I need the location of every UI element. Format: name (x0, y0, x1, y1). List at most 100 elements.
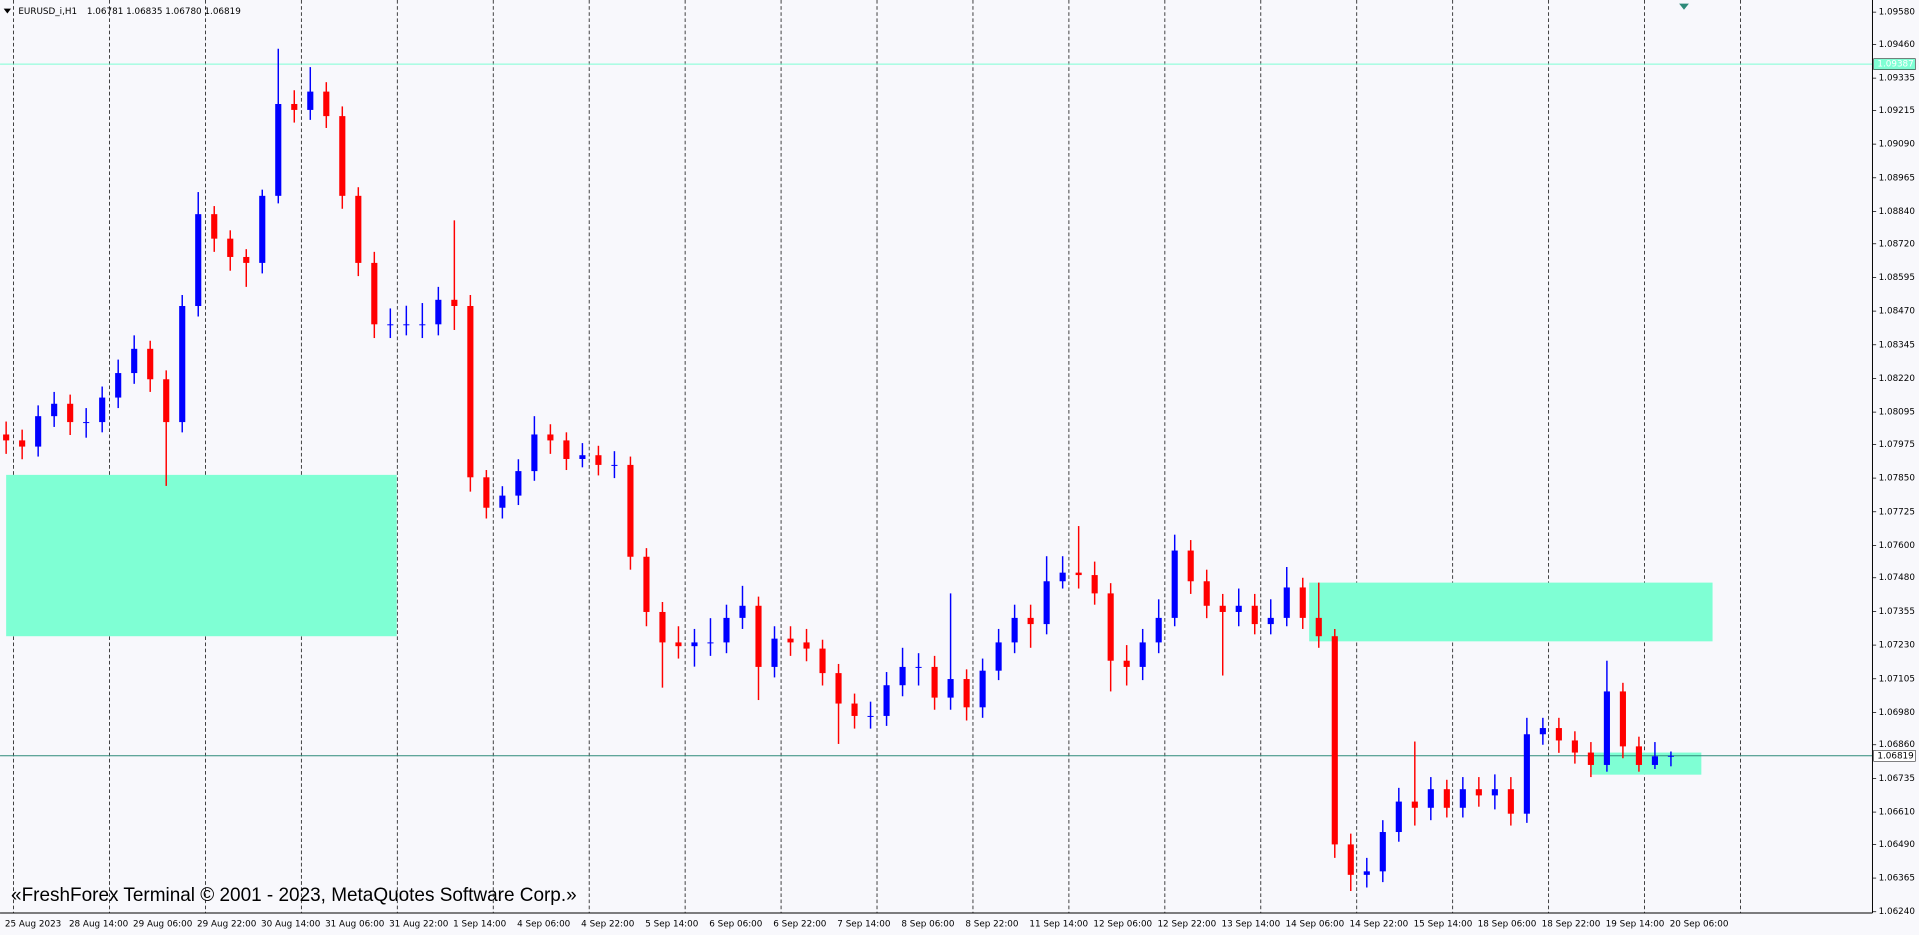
menu-triangle[interactable] (3, 8, 12, 14)
x-tick-label: 31 Aug 06:00 (325, 919, 385, 929)
candle-body (915, 666, 922, 668)
y-tick-label: 1.07105 (1879, 674, 1915, 684)
y-tick-label: 1.07975 (1879, 440, 1915, 450)
x-tick-label: 12 Sep 06:00 (1093, 919, 1152, 929)
candle-body (867, 715, 874, 717)
candle-body (1155, 617, 1162, 643)
candle-body (595, 455, 602, 465)
candle-body (355, 195, 362, 263)
candle-body (739, 605, 746, 618)
candle-body (835, 673, 842, 704)
candle-body (1539, 728, 1546, 735)
candle-body (1075, 572, 1082, 576)
candle-body (1363, 871, 1370, 875)
y-tick-label: 1.06980 (1879, 708, 1916, 718)
candle-body (675, 642, 682, 647)
candle-body (1235, 605, 1242, 612)
candle-body (1331, 636, 1338, 845)
candle-body (1523, 734, 1530, 814)
candle-body (1043, 581, 1050, 625)
y-tick-label: 1.08720 (1879, 239, 1916, 249)
candle-body (1555, 728, 1562, 741)
x-tick-label: 11 Sep 14:00 (1029, 919, 1088, 929)
y-tick-label: 1.09460 (1879, 40, 1916, 50)
candle-body (819, 648, 826, 674)
x-tick-label: 25 Aug 2023 (5, 919, 61, 929)
candle-body (307, 91, 314, 110)
x-tick-label: 8 Sep 22:00 (965, 919, 1019, 929)
candle-body (323, 91, 330, 117)
candle-body (3, 434, 10, 441)
candle-body (131, 348, 138, 374)
zone (1309, 582, 1713, 642)
x-tick-label: 28 Aug 14:00 (69, 919, 129, 929)
x-tick-label: 12 Sep 22:00 (1157, 919, 1216, 929)
x-tick-label: 14 Sep 22:00 (1350, 919, 1409, 929)
y-tick-label: 1.08595 (1879, 273, 1915, 283)
price-label-box (1873, 58, 1916, 70)
candle-body (643, 556, 650, 612)
candle-body (1219, 605, 1226, 612)
candle-body (563, 440, 570, 459)
y-tick-label: 1.07600 (1879, 541, 1916, 551)
candle-body (899, 666, 906, 686)
y-tick-label: 1.08220 (1879, 374, 1916, 384)
y-tick-label: 1.07480 (1879, 573, 1916, 583)
candle-body (803, 642, 810, 649)
candle-body (387, 324, 394, 326)
candle-body (771, 638, 778, 667)
candle-body (787, 638, 794, 643)
candle-body (947, 679, 954, 698)
y-tick-label: 1.07230 (1879, 641, 1916, 651)
candle-body (1267, 617, 1274, 625)
candle-body (931, 666, 938, 698)
candle-body (99, 397, 106, 423)
x-tick-label: 15 Sep 14:00 (1414, 919, 1473, 929)
candle-body (1027, 617, 1034, 625)
watermark: «FreshForex Terminal © 2001 - 2023, Meta… (11, 885, 577, 906)
candle-body (963, 679, 970, 708)
candle-body (707, 642, 714, 644)
y-tick-label: 1.09580 (1879, 8, 1916, 18)
candle-body (1651, 756, 1658, 765)
candle-body (531, 434, 538, 472)
y-tick-label: 1.09090 (1879, 140, 1916, 150)
candle-body (467, 305, 474, 478)
y-tick-label: 1.07850 (1879, 474, 1916, 484)
candle-body (1091, 575, 1098, 594)
x-tick-label: 4 Sep 22:00 (581, 919, 635, 929)
candle-body (979, 670, 986, 708)
candle-body (1171, 550, 1178, 618)
y-tick-label: 1.08095 (1879, 408, 1915, 418)
y-tick-label: 1.06610 (1879, 808, 1916, 818)
x-tick-label: 4 Sep 06:00 (517, 919, 571, 929)
y-tick-label: 1.06735 (1879, 774, 1915, 784)
candle-body (259, 195, 266, 263)
chart-symbol: EURUSD_i,H1 (18, 7, 77, 17)
candle-body (195, 214, 202, 306)
candle-body (851, 703, 858, 716)
zone (1590, 752, 1702, 775)
candle-body (115, 373, 122, 398)
candle-body (1379, 832, 1386, 872)
candle-body (179, 305, 186, 423)
candle-body (691, 642, 698, 647)
candle-body (1123, 660, 1130, 667)
candle-body (1315, 617, 1322, 637)
y-tick-label: 1.06240 (1879, 907, 1916, 917)
zone (6, 474, 397, 637)
x-tick-label: 5 Sep 14:00 (645, 919, 699, 929)
y-tick-label: 1.08345 (1879, 340, 1915, 350)
candle-body (515, 471, 522, 496)
price-label: 1.06819 (1877, 751, 1913, 761)
candle-body (1299, 587, 1306, 618)
x-tick-label: 29 Aug 22:00 (197, 919, 257, 929)
plot-area (0, 0, 1873, 913)
candle-body (883, 685, 890, 716)
candle-body (659, 611, 666, 643)
candle-body (1635, 746, 1642, 765)
candle-body (483, 477, 490, 508)
x-tick-label: 14 Sep 06:00 (1286, 919, 1345, 929)
